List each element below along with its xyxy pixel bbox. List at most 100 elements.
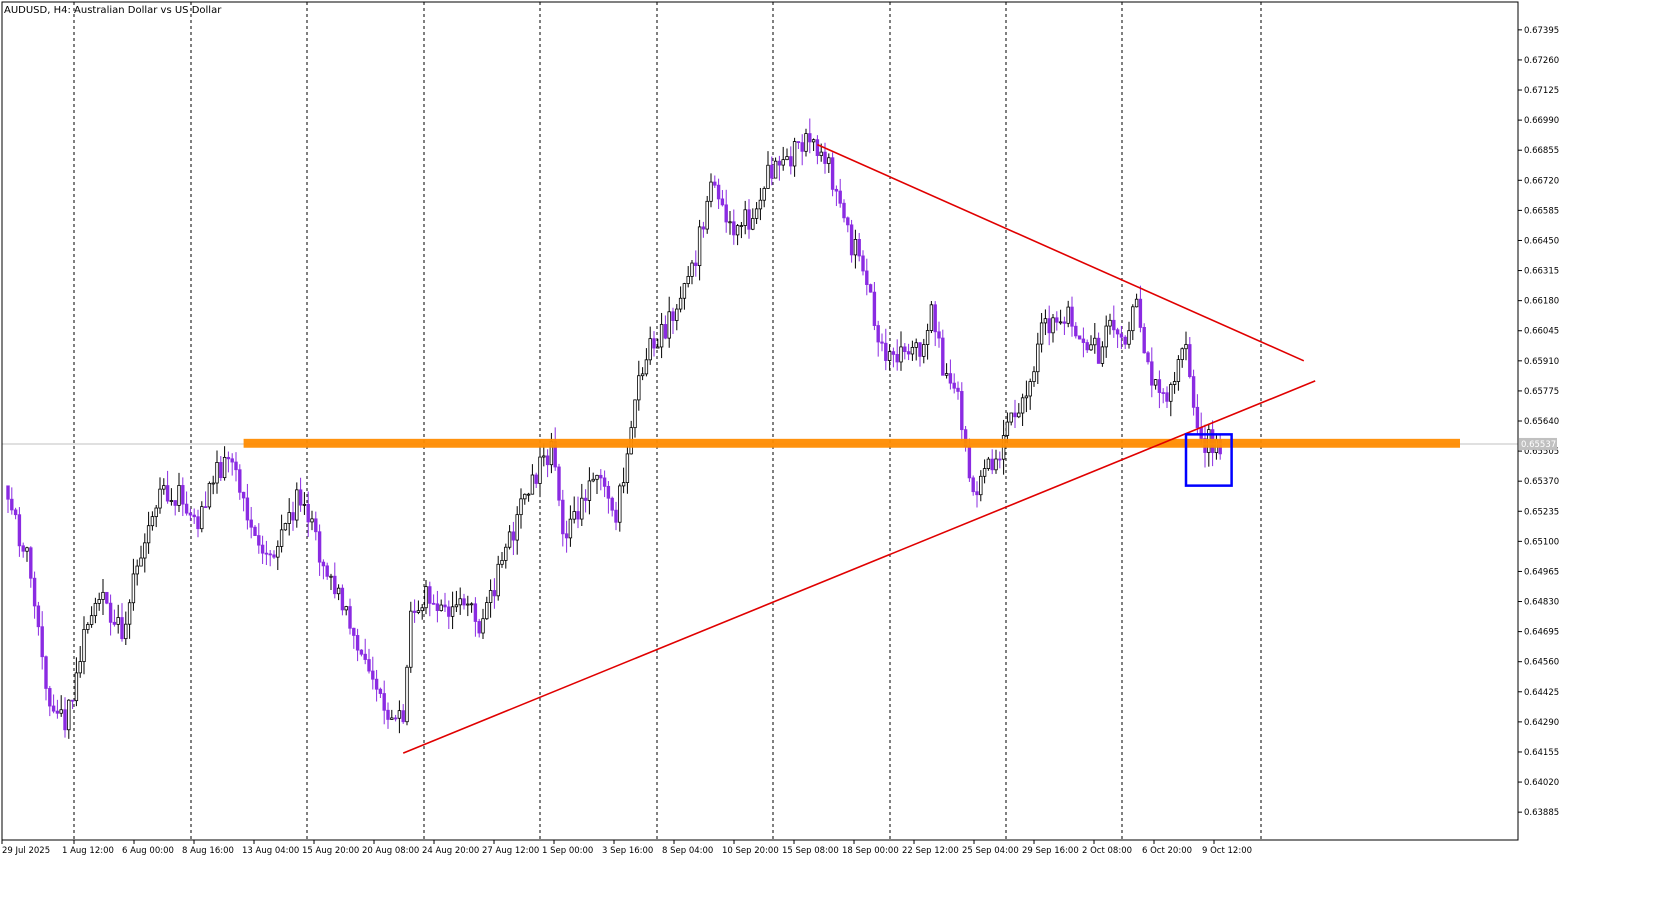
candle: [443, 592, 447, 613]
bear-candle-body: [861, 255, 865, 272]
bull-candle-body: [682, 283, 687, 299]
candle: [1066, 300, 1070, 328]
candle: [393, 714, 398, 722]
candle: [675, 304, 679, 331]
time-tick-label: 13 Aug 04:00: [242, 846, 299, 856]
bear-candle-body: [1070, 306, 1074, 327]
bear-candle-body: [941, 337, 945, 376]
time-tick-label: 15 Sep 08:00: [782, 846, 839, 856]
price-tick-label: 0.66720: [1524, 176, 1559, 186]
candle: [640, 367, 645, 381]
candle: [405, 664, 409, 726]
bull-candle-body: [591, 478, 595, 482]
candle: [511, 521, 516, 556]
bull-candle-body: [735, 225, 740, 236]
candle: [435, 590, 440, 623]
bull-candle-body: [1104, 325, 1108, 348]
candle: [808, 118, 812, 154]
candle: [302, 492, 307, 515]
candle: [735, 223, 740, 246]
bear-candle-body: [948, 373, 953, 384]
bull-candle-body: [728, 221, 732, 224]
bull-candle-body: [154, 507, 158, 518]
candle: [948, 359, 953, 390]
candle: [846, 216, 850, 233]
candle: [861, 250, 865, 276]
candle: [694, 250, 698, 277]
bull-candle-body: [595, 474, 599, 480]
bull-candle-body: [686, 276, 690, 284]
candle: [739, 222, 744, 239]
bear-candle-body: [184, 503, 189, 514]
candle: [1096, 332, 1101, 364]
bear-candle-body: [443, 604, 447, 608]
candle: [40, 611, 44, 670]
bear-candle-body: [462, 598, 466, 606]
bear-candle-body: [1157, 379, 1162, 393]
bear-candle-body: [245, 497, 250, 521]
bear-candle-body: [701, 226, 706, 230]
bull-candle-body: [397, 710, 402, 719]
bull-candle-body: [781, 159, 785, 166]
bear-candle-body: [435, 603, 440, 611]
bear-candle-body: [21, 545, 25, 552]
bull-candle-body: [416, 610, 421, 613]
candle: [545, 449, 550, 478]
bear-candle-body: [846, 217, 850, 226]
bear-candle-body: [842, 202, 846, 219]
bull-candle-body: [1020, 397, 1025, 414]
bear-candle-body: [815, 139, 820, 156]
bull-candle-body: [758, 199, 763, 210]
bull-candle-body: [78, 661, 82, 674]
candle: [116, 604, 120, 634]
candle: [492, 578, 497, 609]
bear-candle-body: [1115, 329, 1120, 335]
bear-candle-body: [36, 605, 41, 628]
bull-candle-body: [751, 218, 755, 230]
bull-candle-body: [785, 156, 789, 161]
candle: [1085, 339, 1089, 354]
candle: [834, 185, 839, 207]
candle: [306, 491, 310, 537]
bull-candle-body: [739, 225, 744, 227]
bull-candle-body: [86, 624, 90, 630]
candle: [481, 608, 485, 639]
candle: [526, 492, 531, 502]
bull-candle-body: [792, 141, 797, 167]
bear-candle-body: [1142, 327, 1146, 354]
candle: [621, 467, 626, 494]
candle: [792, 137, 797, 177]
bear-candle-body: [226, 456, 231, 460]
candle: [720, 190, 725, 207]
bull-candle-body: [469, 603, 474, 606]
bear-candle-body: [599, 474, 603, 479]
candle: [971, 475, 975, 496]
candle: [367, 648, 371, 674]
candle: [82, 616, 86, 675]
bear-candle-body: [880, 341, 884, 344]
bull-candle-body: [621, 482, 626, 487]
candle: [1165, 386, 1169, 409]
candle: [553, 427, 557, 471]
bear-candle-body: [165, 485, 170, 502]
candle: [519, 488, 523, 529]
candle: [1127, 321, 1131, 349]
candle: [625, 446, 630, 494]
candle: [329, 573, 333, 590]
candle: [728, 210, 732, 235]
bear-candle-body: [260, 544, 265, 554]
candle: [1180, 347, 1184, 368]
candle: [758, 187, 763, 221]
candle: [374, 669, 379, 702]
candle: [925, 323, 930, 360]
candle: [1013, 399, 1017, 429]
bear-candle-body: [545, 455, 550, 466]
candle: [1070, 296, 1074, 337]
bear-candle-body: [378, 688, 383, 694]
bear-candle-body: [447, 606, 451, 617]
candle: [450, 591, 455, 630]
candle: [287, 498, 291, 536]
candle: [1153, 378, 1158, 390]
